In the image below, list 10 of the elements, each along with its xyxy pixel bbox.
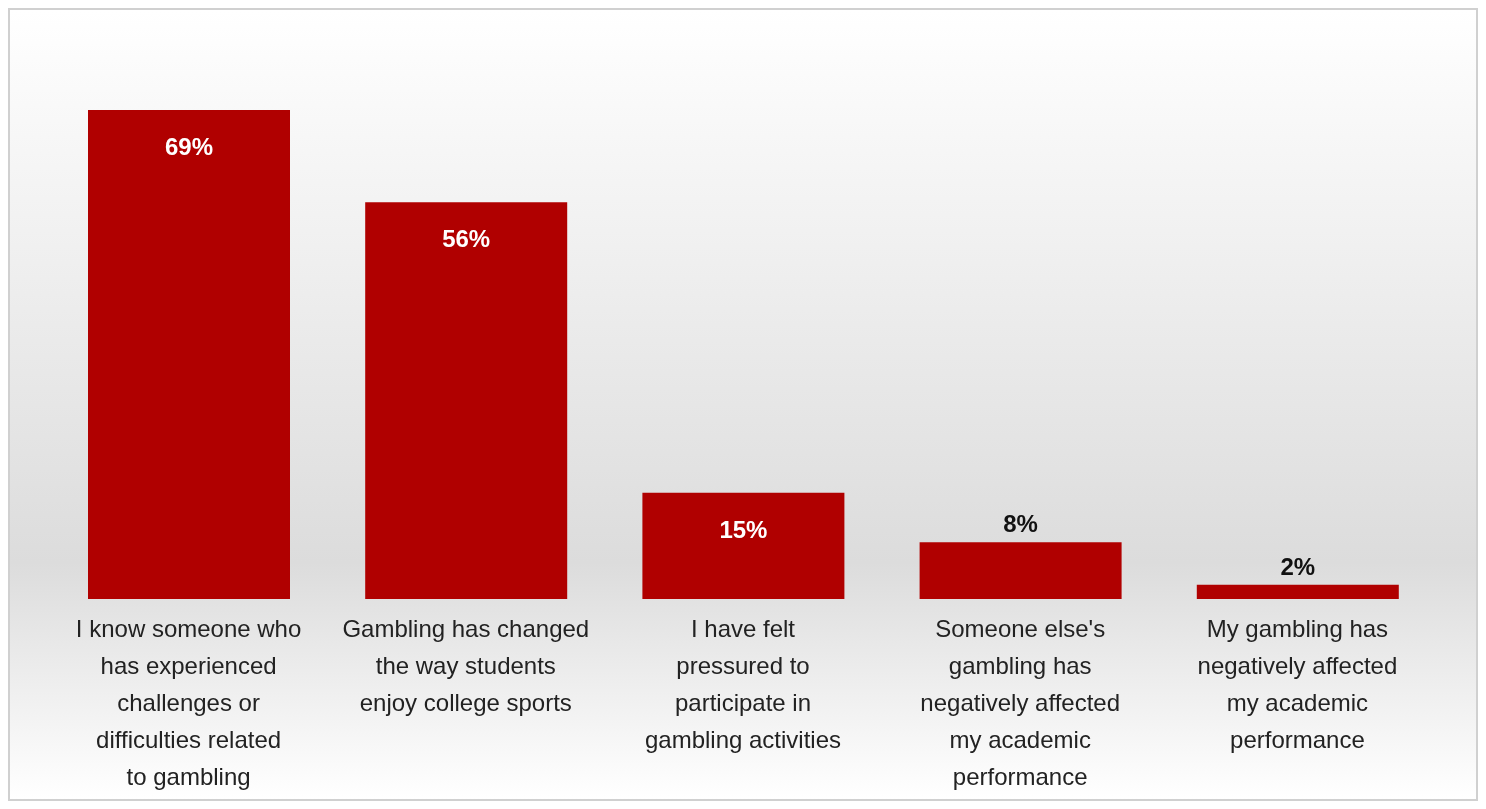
x-tick-label: I have felt pressured to participate in gambling activities: [644, 615, 842, 753]
data-label: 15%: [719, 515, 768, 543]
x-tick-label: I know someone who has experienced challenges or difficulties related to gambling: [75, 615, 302, 790]
x-tick-label: Someone else's gambling has negatively affected my academic performance: [920, 615, 1121, 790]
data-label: 69%: [164, 133, 214, 160]
x-tick-label: My gambling has negatively affected my academic performance: [1197, 615, 1398, 753]
data-label: 2%: [1280, 552, 1316, 580]
data-label: 56%: [442, 225, 491, 253]
x-tick-label: Gambling has changed the way students enjoy college sports: [342, 615, 590, 716]
data-label: 8%: [1003, 510, 1038, 538]
